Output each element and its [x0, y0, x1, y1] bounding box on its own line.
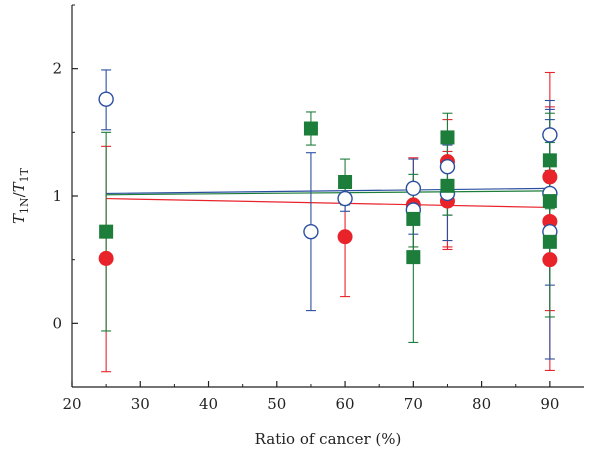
data-point-blue	[337, 190, 353, 207]
fit-line-red	[106, 197, 550, 209]
error-bars	[101, 69, 555, 373]
data-point-green	[542, 234, 557, 249]
x-tick-label: 60	[336, 395, 355, 413]
x-tick-label: 70	[404, 395, 423, 413]
y-label-sub2: 1T	[18, 167, 31, 182]
data-point-green	[406, 211, 421, 226]
fit-lines	[106, 187, 550, 209]
y-axis-label: T1N/T1T	[10, 167, 31, 224]
data-point-green	[542, 153, 557, 168]
data-point-blue	[98, 91, 114, 107]
plot-frame	[71, 5, 584, 388]
data-point-blue	[542, 127, 558, 143]
y-label-slash: /	[10, 191, 28, 197]
x-tick-label: 50	[267, 395, 286, 413]
y-tick-label: 0	[52, 314, 62, 332]
x-axis-label: Ratio of cancer (%)	[255, 430, 402, 448]
y-tick-label: 1	[52, 187, 62, 205]
y-ticks: 0 1 2	[52, 4, 78, 388]
y-label-main2: T	[10, 181, 28, 192]
x-tick-label: 20	[62, 395, 81, 413]
data-point-green	[440, 130, 455, 145]
data-point-blue	[303, 223, 319, 240]
data-point-red	[542, 169, 558, 185]
data-point-green	[406, 250, 421, 265]
y-label-main: T	[10, 213, 28, 224]
data-point-green	[440, 178, 455, 193]
y-label-sub1: 1N	[18, 197, 31, 214]
data-point-red	[337, 229, 353, 245]
x-tick-label: 30	[131, 395, 150, 413]
data-point-green	[338, 174, 353, 189]
data-point-green	[303, 121, 318, 136]
fit-line-blue	[106, 187, 550, 195]
data-point-red	[542, 252, 558, 268]
markers	[98, 91, 558, 268]
data-point-green	[542, 194, 557, 209]
x-tick-label: 80	[472, 395, 491, 413]
x-tick-label: 40	[199, 395, 218, 413]
data-point-red	[98, 250, 114, 266]
fit-line-green	[106, 190, 550, 196]
data-point-blue	[405, 180, 422, 197]
y-tick-label: 2	[52, 60, 62, 78]
data-point-blue	[439, 159, 456, 175]
data-point-green	[99, 224, 114, 239]
x-tick-label: 90	[540, 395, 559, 413]
x-ticks: 20 30 40 50 60 70 80 90	[62, 381, 559, 413]
